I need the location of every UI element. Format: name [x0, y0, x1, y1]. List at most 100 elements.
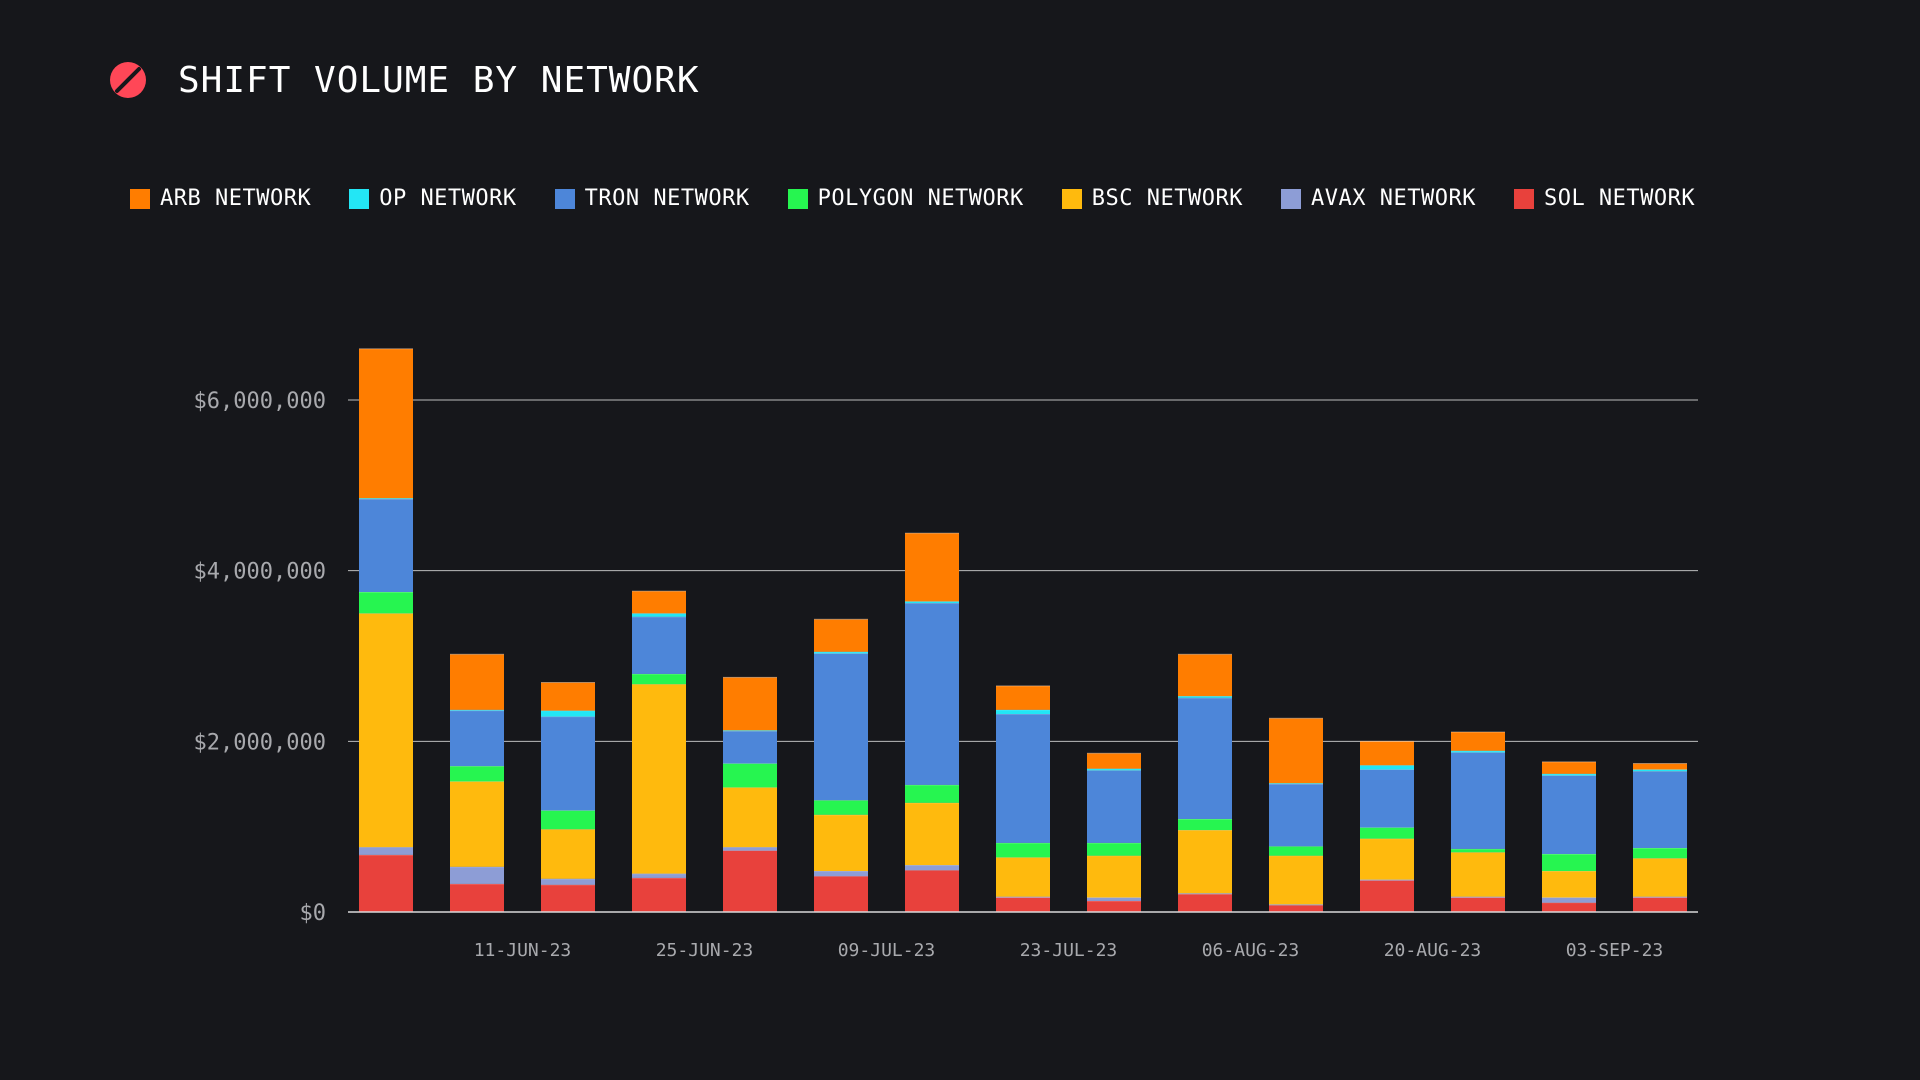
x-tick-label: 23-JUL-23 [1020, 940, 1118, 961]
legend-label: BSC NETWORK [1091, 186, 1243, 211]
bar-segment [632, 877, 686, 912]
bar-segment [450, 866, 504, 884]
bar-segment [905, 603, 959, 785]
bar-segment [996, 896, 1050, 898]
bar-segment [450, 766, 504, 782]
bar-segment [541, 884, 595, 912]
bar-segment [1087, 768, 1141, 771]
bar-segment [541, 810, 595, 830]
bar-segment [1360, 769, 1414, 828]
legend-label: OP NETWORK [379, 186, 517, 211]
bar-segment [450, 654, 504, 710]
bar-segment [1633, 848, 1687, 859]
bar-segment [1178, 830, 1232, 894]
bar-segment [1087, 753, 1141, 769]
x-tick-label: 06-AUG-23 [1202, 940, 1300, 961]
legend-item: POLYGON NETWORK [787, 186, 1024, 211]
legend-label: AVAX NETWORK [1311, 186, 1476, 211]
x-tick-label: 20-AUG-23 [1384, 940, 1482, 961]
legend-item: BSC NETWORK [1061, 186, 1243, 211]
bar-segment [1451, 897, 1505, 912]
bar-segment [1087, 897, 1141, 901]
bar-segment [541, 829, 595, 879]
bar-segment [1360, 827, 1414, 839]
bar-segment [1178, 654, 1232, 697]
chart-legend: ARB NETWORK OP NETWORK TRON NETWORK POLYGON… [130, 186, 1733, 211]
bar-segment [450, 883, 504, 912]
legend-label: ARB NETWORK [160, 186, 312, 211]
bar-segment [723, 730, 777, 732]
bar-segment [905, 784, 959, 803]
legend-item: AVAX NETWORK [1281, 186, 1476, 211]
bar-segment [814, 619, 868, 652]
bar-segment [450, 710, 504, 767]
bar-segment [1451, 731, 1505, 751]
bar-segment [1269, 846, 1323, 856]
bar-segment [996, 714, 1050, 843]
bar-segment [1542, 897, 1596, 903]
bar-segment [1269, 718, 1323, 784]
legend-item: TRON NETWORK [554, 186, 750, 211]
bar-segment [632, 591, 686, 614]
bar-segment [1087, 900, 1141, 912]
bar-segment [1542, 775, 1596, 854]
bar-segment [723, 850, 777, 912]
bar-segment [1087, 842, 1141, 856]
bar-segment [1633, 763, 1687, 770]
chart-title: SHIFT VOLUME BY NETWORK [178, 59, 700, 101]
legend-item: OP NETWORK [349, 186, 516, 211]
bar-segment [723, 731, 777, 764]
bar-segment [1451, 848, 1505, 853]
bar-segment [359, 498, 413, 499]
bar-segment [1542, 853, 1596, 872]
bar-segment [1451, 750, 1505, 753]
legend-swatch [1513, 188, 1534, 209]
bar-segment [359, 348, 413, 499]
bar-segment [814, 653, 868, 801]
bar-segment [905, 533, 959, 602]
x-tick-label: 09-JUL-23 [838, 940, 936, 961]
bar-segment [450, 709, 504, 711]
bar-segment [1360, 765, 1414, 770]
chart-header: SHIFT VOLUME BY NETWORK [108, 58, 700, 102]
bar-segment [359, 613, 413, 848]
legend-item: SOL NETWORK [1513, 186, 1695, 211]
bar-segment [1178, 696, 1232, 698]
bar-segment [1633, 858, 1687, 897]
bar-segment [1178, 893, 1232, 895]
bar-segment [1633, 897, 1687, 912]
bar-segment [1269, 904, 1323, 906]
bar-segment [1451, 896, 1505, 898]
bar-segment [723, 677, 777, 731]
y-tick-label: $2,000,000 [194, 730, 326, 755]
bar-segment [1360, 741, 1414, 766]
bar-segment [1087, 855, 1141, 898]
bar-segment [541, 878, 595, 885]
bar-segment [996, 842, 1050, 858]
y-tick-label: $4,000,000 [194, 560, 326, 585]
bar-segment [359, 847, 413, 855]
x-tick-label: 11-JUN-23 [474, 940, 572, 961]
legend-label: TRON NETWORK [584, 186, 750, 211]
y-tick-label: $0 [300, 901, 327, 926]
bar-segment [541, 682, 595, 711]
legend-swatch [1281, 188, 1301, 209]
bar-segment [723, 787, 777, 848]
bar-segment [1269, 905, 1323, 912]
bar-segment [632, 684, 686, 874]
y-tick-label: $6,000,000 [194, 389, 326, 414]
bar-segment [1178, 697, 1232, 819]
bar-segment [1542, 871, 1596, 898]
bar-segment [632, 613, 686, 617]
bar-segment [1542, 902, 1596, 912]
bar-segment [1633, 896, 1687, 898]
legend-swatch [787, 188, 808, 209]
bar-segment [632, 673, 686, 685]
bar-segment [1178, 818, 1232, 831]
bar-segment [814, 800, 868, 815]
bar-segment [1360, 880, 1414, 912]
legend-item: ARB NETWORK [130, 186, 311, 211]
bar-segment [723, 847, 777, 851]
bar-segment [450, 781, 504, 867]
